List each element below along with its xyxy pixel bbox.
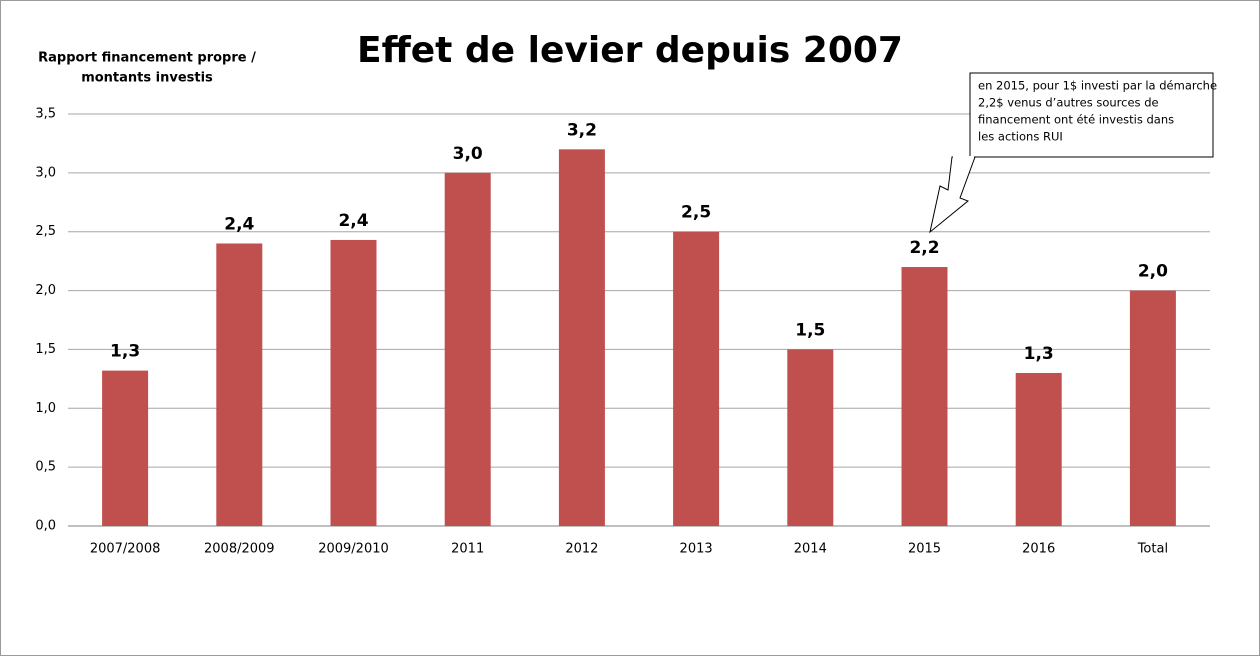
- x-tick-label: 2014: [794, 542, 827, 557]
- x-tick-label: 2008/2009: [204, 542, 275, 557]
- data-label: 3,0: [453, 144, 483, 164]
- y-tick-label: 1,5: [35, 342, 56, 357]
- bar: [901, 267, 948, 526]
- annotation-text: 2,2$ venus d’autres sources de: [978, 96, 1159, 110]
- y-tick-label: 1,0: [35, 401, 56, 416]
- data-label: 2,0: [1138, 262, 1168, 282]
- y-tick-label: 0,0: [35, 519, 56, 534]
- bar: [558, 149, 605, 527]
- x-tick-label: 2012: [565, 542, 598, 557]
- data-label: 1,3: [1024, 344, 1054, 364]
- bar: [330, 239, 377, 526]
- annotation-arrow: [929, 156, 976, 234]
- chart-title: Effet de levier depuis 2007: [357, 30, 903, 71]
- annotation-text: les actions RUI: [978, 130, 1063, 144]
- y-axis-label: Rapport financement propre /: [38, 51, 256, 66]
- bar: [216, 243, 263, 526]
- data-label: 3,2: [567, 120, 597, 140]
- data-label: 2,5: [681, 203, 711, 223]
- x-tick-label: 2009/2010: [318, 542, 389, 557]
- bar: [1015, 372, 1062, 526]
- x-tick-label: 2011: [451, 542, 484, 557]
- y-tick-label: 3,0: [35, 165, 56, 180]
- y-tick-label: 0,5: [35, 460, 56, 475]
- bar: [673, 231, 720, 526]
- data-label: 1,3: [110, 342, 140, 362]
- data-label: 2,4: [224, 214, 254, 234]
- plot-area: 0,0 0,5 1,0 1,5 2,0 2,5 3,0 3,5 2007/2008 1,3 2008…: [35, 107, 1210, 557]
- y-tick-label: 2,0: [35, 283, 56, 298]
- data-label: 2,4: [338, 211, 368, 231]
- annotation: en 2015, pour 1$ investi par la démarche…: [929, 72, 1217, 234]
- y-tick-label: 3,5: [35, 107, 56, 122]
- x-tick-label: Total: [1137, 542, 1168, 557]
- x-tick-label: 2016: [1022, 542, 1055, 557]
- bar: [444, 172, 491, 526]
- x-tick-label: 2007/2008: [90, 542, 161, 557]
- bar: [1129, 290, 1176, 526]
- y-tick-label: 2,5: [35, 224, 56, 239]
- bar: [787, 349, 834, 526]
- annotation-text: financement ont été investis dans: [978, 113, 1174, 127]
- x-tick-label: 2015: [908, 542, 941, 557]
- data-label: 2,2: [909, 238, 939, 258]
- x-tick-label: 2013: [680, 542, 713, 557]
- annotation-text: en 2015, pour 1$ investi par la démarche: [978, 79, 1217, 93]
- bar: [102, 370, 149, 526]
- annotation-box: [969, 72, 1214, 158]
- data-label: 1,5: [795, 320, 825, 340]
- y-axis-label: montants investis: [81, 71, 213, 86]
